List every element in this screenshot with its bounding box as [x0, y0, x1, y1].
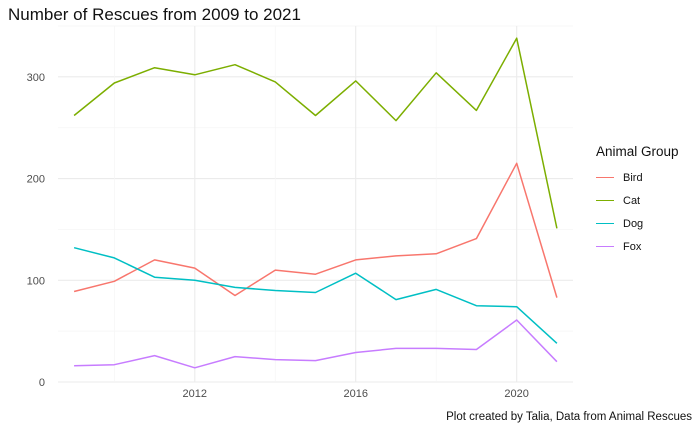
series-line-bird — [73, 162, 558, 298]
series-line-dog — [73, 246, 558, 344]
legend-key-bird — [596, 177, 614, 178]
series-lines — [73, 37, 558, 369]
legend-title: Animal Group — [596, 144, 679, 159]
chart-caption: Plot created by Talia, Data from Animal … — [446, 411, 692, 423]
legend-label-cat: Cat — [623, 194, 641, 207]
legend-key-dog — [596, 223, 614, 224]
y-tick-label: 100 — [27, 275, 45, 287]
chart-title: Number of Rescues from 2009 to 2021 — [8, 5, 301, 24]
legend-item-dog: Dog — [596, 212, 679, 235]
x-axis-tick-labels: 2012 2016 2020 — [183, 388, 529, 400]
x-tick-label: 2020 — [504, 388, 528, 400]
series-line-cat — [73, 37, 558, 229]
legend-item-bird: Bird — [596, 166, 679, 189]
y-axis-tick-labels: 0 100 200 300 — [27, 72, 45, 389]
y-tick-label: 0 — [39, 377, 45, 389]
x-tick-label: 2016 — [343, 388, 367, 400]
legend-item-cat: Cat — [596, 189, 679, 212]
series-line-fox — [74, 319, 558, 369]
y-tick-label: 300 — [27, 72, 45, 84]
legend-label-dog: Dog — [623, 217, 644, 230]
legend-key-fox — [596, 246, 614, 247]
x-tick-label: 2012 — [183, 388, 207, 400]
legend-key-cat — [596, 200, 614, 201]
legend-label-fox: Fox — [623, 240, 642, 253]
legend-item-fox: Fox — [596, 235, 679, 258]
y-tick-label: 200 — [27, 174, 45, 186]
legend-label-bird: Bird — [623, 171, 643, 184]
legend: Animal Group Bird Cat Dog Fox — [596, 144, 679, 258]
grid-lines — [58, 25, 573, 383]
